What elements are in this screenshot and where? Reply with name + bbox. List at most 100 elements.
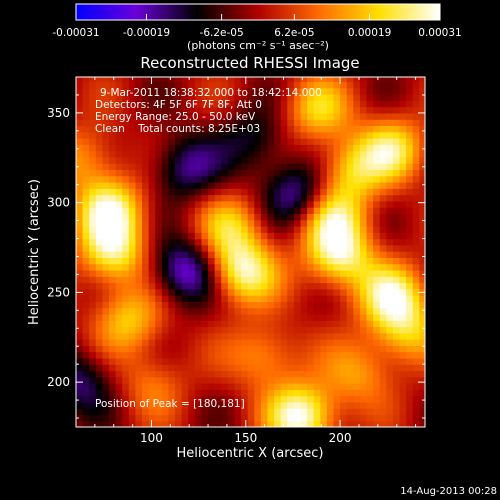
heatmap-cell — [287, 383, 295, 390]
heatmap-cell — [307, 156, 315, 164]
heatmap-cell — [155, 320, 163, 328]
heatmap-cell — [260, 401, 269, 409]
heatmap-cell — [241, 200, 249, 208]
heatmap-cell — [346, 144, 354, 152]
heatmap-cell — [234, 276, 242, 284]
heatmap-cell — [234, 81, 242, 89]
heatmap-cell — [293, 138, 302, 145]
heatmap-cell — [320, 232, 328, 240]
heatmap-cell — [412, 119, 420, 127]
heatmap-cell — [227, 395, 236, 403]
heatmap-cell — [353, 163, 361, 171]
heatmap-cell — [293, 131, 302, 139]
heatmap-cell — [340, 194, 348, 202]
heatmap-cell — [274, 194, 282, 202]
heatmap-cell — [188, 225, 196, 233]
heatmap-cell — [260, 87, 269, 95]
heatmap-cell — [274, 156, 282, 164]
heatmap-cell — [95, 383, 104, 390]
heatmap-cell — [333, 131, 341, 139]
heatmap-cell — [307, 332, 315, 340]
heatmap-cell — [379, 188, 387, 196]
heatmap-cell — [109, 357, 117, 365]
heatmap-cell — [102, 238, 110, 246]
heatmap-cell — [155, 251, 163, 258]
heatmap-cell — [399, 232, 407, 240]
generation-date: 14-Aug-2013 00:28 — [400, 486, 497, 497]
heatmap-cell — [188, 150, 196, 158]
heatmap-cell — [287, 131, 295, 139]
heatmap-cell — [115, 207, 123, 215]
heatmap-cell — [353, 188, 361, 196]
heatmap-cell — [412, 276, 420, 284]
heatmap-cell — [115, 163, 123, 171]
heatmap-cell — [260, 276, 269, 284]
heatmap-cell — [287, 94, 295, 101]
heatmap-cell — [115, 269, 123, 277]
heatmap-cell — [122, 175, 130, 183]
colorbar-tick-label: -6.2e-05 — [200, 27, 244, 39]
heatmap-cell — [89, 320, 97, 328]
heatmap-cell — [128, 276, 137, 284]
heatmap-cell — [340, 112, 348, 120]
heatmap-cell — [406, 194, 414, 202]
heatmap-cell — [82, 395, 90, 403]
heatmap-cell — [109, 188, 117, 196]
heatmap-cell — [122, 307, 130, 315]
heatmap-cell — [227, 257, 236, 265]
heatmap-cell — [267, 282, 275, 290]
heatmap-cell — [406, 156, 414, 164]
heatmap-cell — [188, 383, 196, 390]
heatmap-cell — [155, 257, 163, 265]
heatmap-cell — [161, 420, 170, 427]
heatmap-cell — [234, 326, 242, 334]
heatmap-cell — [95, 238, 104, 246]
heatmap-cell — [307, 225, 315, 233]
heatmap-cell — [227, 351, 236, 359]
heatmap-cell — [109, 94, 117, 101]
heatmap-cell — [181, 77, 189, 83]
heatmap-cell — [128, 295, 137, 302]
heatmap-cell — [122, 125, 130, 133]
heatmap-cell — [188, 332, 196, 340]
heatmap-cell — [293, 238, 302, 246]
heatmap-cell — [122, 332, 130, 340]
heatmap-cell — [320, 100, 328, 108]
heatmap-cell — [234, 420, 242, 427]
heatmap-cell — [373, 295, 381, 302]
heatmap-cell — [280, 232, 288, 240]
heatmap-cell — [340, 370, 348, 378]
heatmap-cell — [313, 207, 321, 215]
heatmap-cell — [392, 175, 401, 183]
heatmap-cell — [260, 213, 269, 221]
heatmap-cell — [168, 213, 176, 221]
heatmap-cell — [115, 332, 123, 340]
heatmap-cell — [313, 87, 321, 95]
heatmap-cell — [135, 357, 143, 365]
heatmap-cell — [320, 389, 328, 397]
heatmap-cell — [280, 175, 288, 183]
heatmap-cell — [326, 100, 335, 108]
heatmap-cell — [406, 288, 414, 296]
heatmap-cell — [300, 112, 308, 120]
heatmap-cell — [142, 420, 150, 427]
heatmap-cell — [175, 94, 183, 101]
heatmap-cell — [102, 389, 110, 397]
heatmap-cell — [115, 408, 123, 416]
heatmap-cell — [274, 125, 282, 133]
heatmap-cell — [155, 144, 163, 152]
heatmap-cell — [175, 326, 183, 334]
heatmap-cell — [247, 213, 255, 221]
heatmap-cell — [82, 125, 90, 133]
heatmap-cell — [260, 251, 269, 258]
heatmap-cell — [379, 238, 387, 246]
heatmap-cell — [168, 251, 176, 258]
heatmap-cell — [320, 376, 328, 384]
heatmap-cell — [95, 125, 104, 133]
heatmap-cell — [267, 313, 275, 321]
heatmap-cell — [366, 364, 374, 372]
heatmap-cell — [82, 251, 90, 258]
heatmap-cell — [89, 282, 97, 290]
heatmap-cell — [95, 225, 104, 233]
heatmap-cell — [82, 408, 90, 416]
